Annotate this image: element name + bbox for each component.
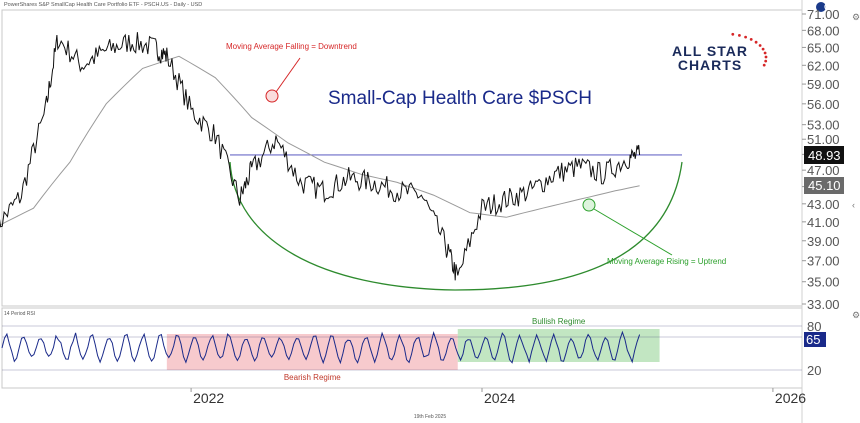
x-axis-ticks: 2022 2024 2026 [190,388,806,406]
logo-star [764,55,768,59]
logo-star [731,32,735,36]
logo-star [758,44,762,47]
last-price-tag-bg [804,146,844,164]
settings-icon[interactable]: ⚙ [852,12,860,22]
rsi-axis-ticks: 80 20 [2,319,821,378]
optuma-badge: Optuma [816,2,859,12]
price-tick-label: 71.00 [807,7,840,22]
price-tick-label: 62.00 [807,58,840,73]
bullish-regime-zone [457,329,660,362]
price-tick-label: 33.00 [807,297,840,312]
logo-star [744,35,747,39]
price-tick-label: 43.00 [807,197,840,212]
logo-star [763,51,767,55]
optuma-icon [816,2,826,12]
logo-line2: CHARTS [678,57,742,73]
logo-line1: ALL STAR [672,43,748,59]
price-tick-label: 47.00 [807,163,840,178]
optuma-brand-text: Optuma [824,2,859,12]
rsi-tick-label: 20 [807,363,821,378]
price-tick-label: 51.00 [807,132,840,147]
last-price-tag: 48.93 [808,148,841,163]
logo-star [762,63,766,67]
logo-star [738,34,741,37]
rsi-value-tag-bg [804,332,826,347]
collapse-icon[interactable]: ‹ [852,200,855,210]
logo-star [761,47,765,51]
price-tick-label: 53.00 [807,118,840,133]
annotation-uptrend: Moving Average Rising = Uptrend [582,198,726,266]
rsi-tick-label: 80 [807,319,821,334]
all-star-charts-logo: ALL STAR CHARTS [672,32,768,73]
bullish-regime-label: Bullish Regime [532,317,586,326]
price-tick-label: 37.00 [807,254,840,269]
rounding-bottom-arc [229,161,683,291]
source-line: PowerShares S&P SmallCap Health Care Por… [4,2,202,8]
uptrend-marker [582,198,596,212]
date-footer: 19th Feb 2025 [414,414,446,420]
x-tick-label: 2024 [484,390,515,406]
annotation-downtrend-text: Moving Average Falling = Downtrend [226,42,357,51]
x-tick-label: 2022 [193,390,224,406]
rsi-line [1,330,641,365]
annotation-uptrend-text: Moving Average Rising = Uptrend [607,257,726,266]
x-tick-label: 2026 [775,390,806,406]
chart-title: Small-Cap Health Care $PSCH [328,88,592,109]
rsi-value-tag: 65 [806,332,820,347]
price-tick-label: 35.00 [807,275,840,290]
price-tick-label: 56.00 [807,97,840,112]
moving-average-line [0,55,640,226]
annotation-downtrend: Moving Average Falling = Downtrend [226,42,357,103]
price-line [0,32,641,281]
price-tick-label: 59.00 [807,77,840,92]
logo-star [754,40,758,44]
logo-star [764,59,768,63]
ma-price-tag-bg [804,177,844,194]
price-tick-label: 68.00 [807,23,840,38]
ma-price-tag: 45.10 [808,178,841,193]
bearish-regime-label: Bearish Regime [284,373,341,382]
price-tick-label: 41.00 [807,215,840,230]
rsi-panel-title: 14 Period RSI [4,311,35,317]
logo-star-arc [731,32,768,67]
rsi-settings-icon[interactable]: ⚙ [852,310,860,320]
downtrend-marker [265,89,279,103]
price-tick-label: 65.00 [807,40,840,55]
logo-star [749,38,753,41]
price-tick-label: 39.00 [807,234,840,249]
